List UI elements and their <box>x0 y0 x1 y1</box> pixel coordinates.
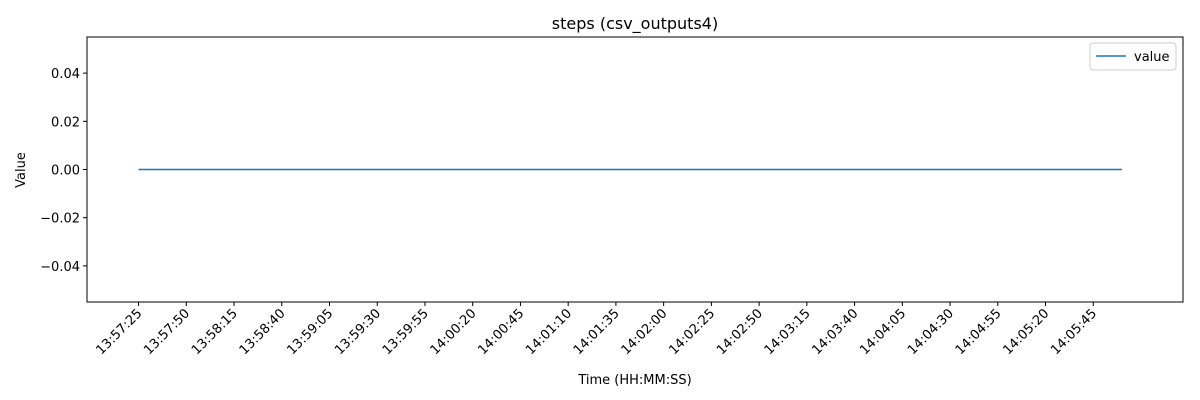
y-tick-label: 0.00 <box>51 164 80 179</box>
legend-entry-value: value <box>1134 50 1170 65</box>
y-tick-label: 0.02 <box>51 115 80 130</box>
x-axis-ticks: 13:57:2513:57:5013:58:1513:58:4013:59:05… <box>93 302 1100 358</box>
y-axis-ticks: 0.04 0.02 0.00 −0.02 −0.04 <box>40 67 87 275</box>
x-tick-label: 14:05:20 <box>1000 306 1052 358</box>
x-tick-label: 13:59:55 <box>380 306 432 358</box>
x-tick-label: 14:01:10 <box>523 306 575 358</box>
x-tick-label: 14:04:30 <box>905 306 957 358</box>
legend-box <box>1089 42 1177 71</box>
x-tick-label: 13:58:40 <box>237 306 289 358</box>
x-tick-label: 13:59:05 <box>284 306 336 358</box>
x-tick-label: 14:04:55 <box>953 306 1005 358</box>
y-tick-label: −0.04 <box>40 260 80 275</box>
x-tick-label: 14:02:25 <box>666 306 718 358</box>
y-tick-label: 0.04 <box>51 67 80 82</box>
x-tick-label: 13:57:50 <box>141 306 193 358</box>
x-tick-label: 13:58:15 <box>189 306 241 358</box>
x-tick-label: 14:03:15 <box>762 306 814 358</box>
x-tick-label: 14:00:20 <box>428 306 480 358</box>
x-tick-label: 14:01:35 <box>571 306 623 358</box>
y-axis-label: Value <box>14 152 29 188</box>
chart-title: steps (csv_outputs4) <box>552 14 718 34</box>
legend: value <box>1089 42 1177 71</box>
x-tick-label: 14:00:45 <box>475 306 527 358</box>
x-tick-label: 14:03:40 <box>810 306 862 358</box>
x-axis-label: Time (HH:MM:SS) <box>577 373 691 388</box>
y-tick-label: −0.02 <box>40 212 80 227</box>
x-tick-label: 14:04:05 <box>857 306 909 358</box>
x-tick-label: 13:59:30 <box>332 306 384 358</box>
x-tick-label: 14:02:50 <box>714 306 766 358</box>
x-tick-label: 13:57:25 <box>93 306 145 358</box>
x-tick-label: 14:05:45 <box>1048 306 1100 358</box>
x-tick-label: 14:02:00 <box>619 306 671 358</box>
